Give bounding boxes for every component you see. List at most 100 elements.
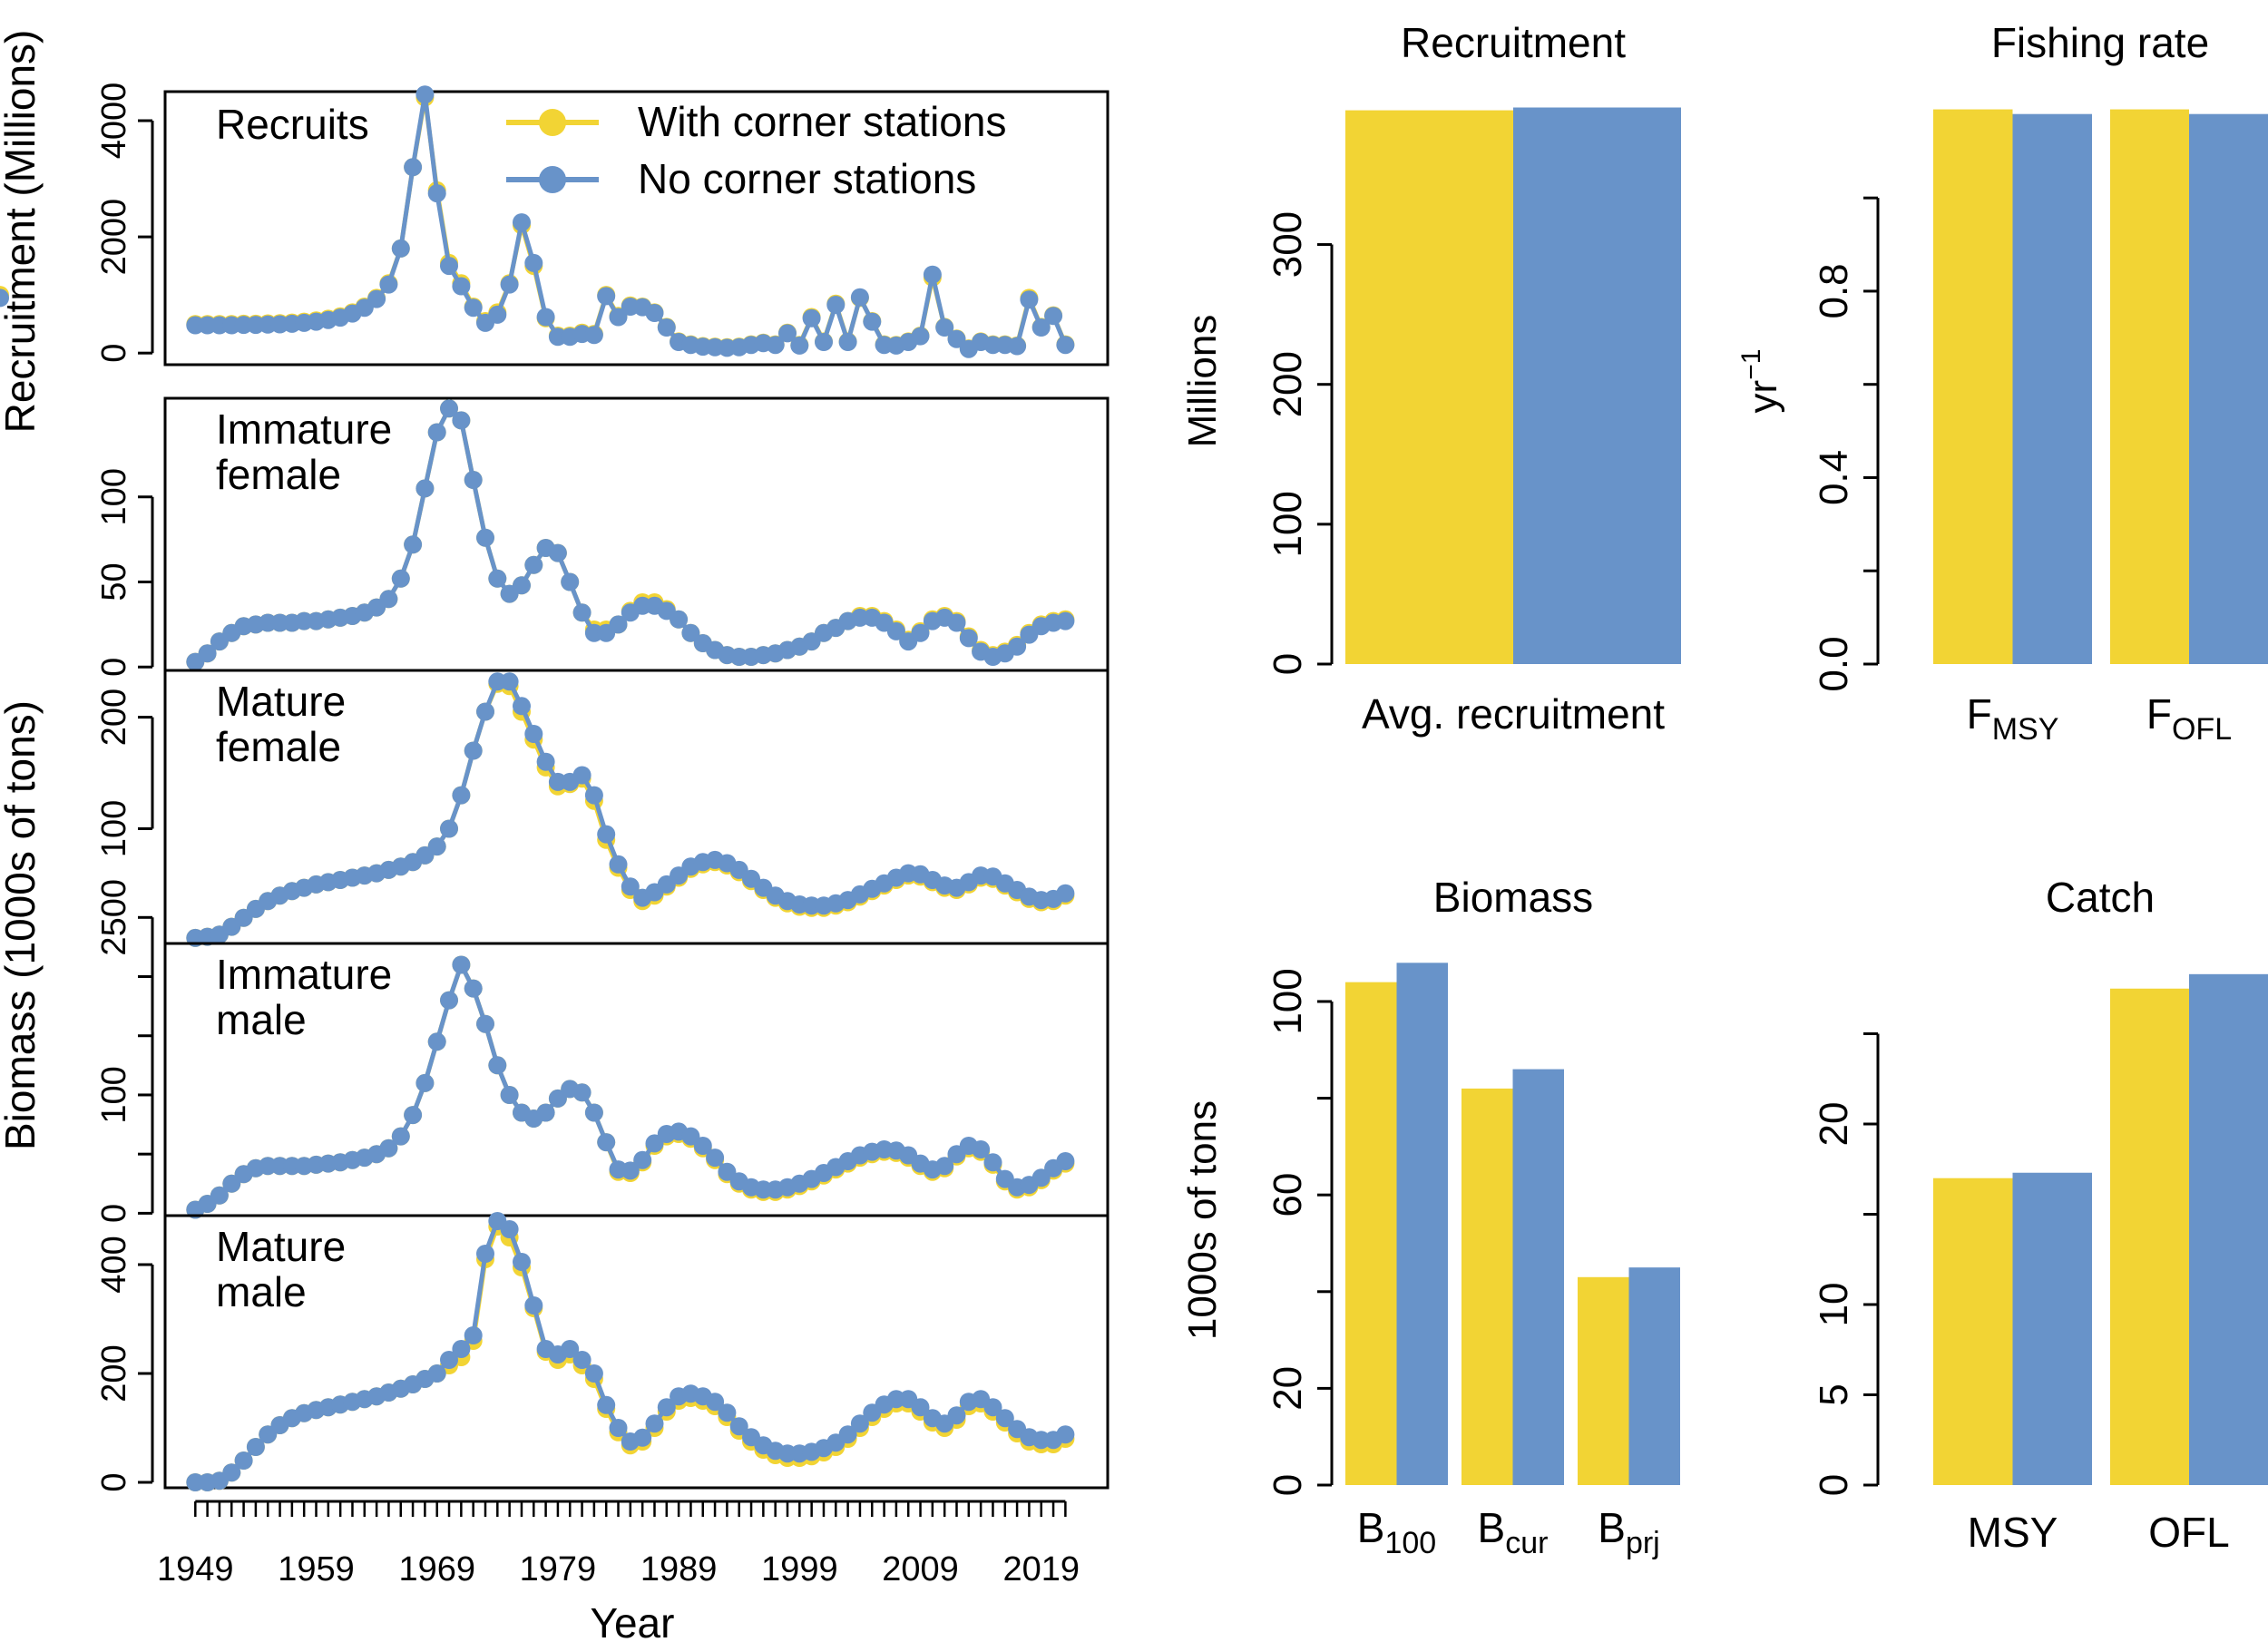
category-label-sub: cur <box>1505 1526 1548 1560</box>
x-tick-label: 1999 <box>761 1550 838 1588</box>
data-point <box>464 298 483 318</box>
category-label: FMSY <box>1967 690 2059 747</box>
y-tick-label: 300 <box>1266 211 1310 278</box>
data-point <box>693 1137 712 1155</box>
bar-with <box>1345 982 1397 1485</box>
data-point <box>452 277 471 296</box>
data-point <box>548 543 567 562</box>
panel-recruitment-bars: Recruitment 0 100 200 300 Millions Avg. recrui… <box>1180 19 1681 738</box>
data-point <box>850 288 869 307</box>
bar-no <box>2189 973 2268 1485</box>
data-point <box>500 1220 519 1238</box>
data-point <box>415 479 435 498</box>
data-point <box>427 184 446 203</box>
panel-recruits: Recruits 0 2000 4000 <box>0 83 1110 367</box>
category-label-sub: 100 <box>1384 1526 1436 1560</box>
data-point <box>947 613 966 632</box>
y-axis-label: 1000s of tons <box>1180 1100 1225 1340</box>
data-point <box>718 1403 737 1422</box>
data-point <box>923 265 942 284</box>
panel-frame <box>163 90 1110 367</box>
data-point <box>464 741 483 760</box>
category-label-sub: OFL <box>2172 712 2232 747</box>
data-point <box>584 326 603 345</box>
data-point <box>584 1364 603 1383</box>
panel-title: Catch <box>2046 874 2155 921</box>
data-point <box>572 603 591 622</box>
category-label-main: F <box>1967 690 1992 738</box>
data-point <box>886 621 905 640</box>
data-point <box>850 1414 869 1433</box>
legend-no-marker <box>539 166 566 193</box>
legend: With corner stations No corner stations <box>506 98 1006 202</box>
category-label: Bcur <box>1478 1504 1549 1560</box>
panel-title: female <box>216 723 341 770</box>
data-point <box>645 1414 664 1433</box>
data-point <box>572 766 591 785</box>
data-point <box>972 1140 991 1158</box>
data-point <box>476 1014 494 1033</box>
data-point <box>452 411 471 430</box>
x-tick-label: 2019 <box>1002 1550 1080 1588</box>
panel-title: Immature <box>216 406 392 453</box>
data-point <box>379 1139 398 1158</box>
panel-frame <box>163 1214 1110 1490</box>
panel-title: Recruits <box>216 101 369 148</box>
y-axis-label-text: Millions <box>1180 315 1225 448</box>
data-point <box>391 569 410 588</box>
y-tick-label: 100 <box>95 800 133 857</box>
data-point <box>1056 1425 1075 1444</box>
data-point <box>440 1351 458 1369</box>
data-point <box>947 329 966 348</box>
y-tick-label: 4000 <box>95 83 133 160</box>
data-point <box>657 318 676 337</box>
data-point <box>838 333 857 351</box>
data-point <box>476 528 494 547</box>
y-tick-label: 100 <box>1266 968 1310 1034</box>
data-point <box>1056 336 1075 355</box>
bar-no <box>1512 1069 1564 1485</box>
data-point <box>1056 611 1075 630</box>
y-tick-label: 5 <box>1812 1383 1856 1405</box>
data-point <box>524 1296 543 1315</box>
data-point <box>476 1245 494 1263</box>
data-point <box>609 855 628 874</box>
y-axis-label-text: 1000s of tons <box>1180 1100 1225 1340</box>
bar-no <box>2012 113 2092 665</box>
panel-title: Biomass <box>1433 874 1593 921</box>
data-point <box>609 308 628 327</box>
data-point <box>681 623 700 642</box>
x-tick-label: 1969 <box>398 1550 475 1588</box>
data-point <box>524 725 543 743</box>
data-point <box>415 1073 435 1092</box>
data-point <box>947 1406 966 1425</box>
data-point <box>597 1395 616 1414</box>
category-label-sub: prj <box>1626 1526 1660 1560</box>
panel-title: Fishing rate <box>1991 19 2209 66</box>
panels: Recruits020004000Immaturefemale050100Mat… <box>0 19 2268 1588</box>
ylabel-recruitment: Recruitment (Millions) <box>0 30 44 434</box>
data-point <box>645 304 664 322</box>
data-point <box>440 819 458 838</box>
bar-no <box>2189 113 2268 665</box>
panel-title: male <box>216 996 307 1043</box>
category-label-sub: MSY <box>1992 712 2059 747</box>
y-tick-label: 100 <box>95 468 133 525</box>
y-tick-label: 20 <box>1812 1102 1856 1147</box>
data-point <box>706 1148 725 1168</box>
y-tick-label: 0 <box>1266 653 1310 675</box>
data-point <box>536 308 555 327</box>
data-point <box>1020 290 1039 309</box>
category-label: OFL <box>2148 1509 2229 1556</box>
data-point <box>379 275 398 294</box>
y-tick-label: 60 <box>1266 1173 1310 1217</box>
y-tick-label: 0 <box>1812 1474 1856 1496</box>
data-point <box>452 786 471 805</box>
data-point <box>500 1086 519 1104</box>
data-point <box>488 569 507 588</box>
data-point <box>911 1398 930 1417</box>
y-axis-label: Millions <box>1180 315 1225 448</box>
data-point <box>476 702 494 721</box>
